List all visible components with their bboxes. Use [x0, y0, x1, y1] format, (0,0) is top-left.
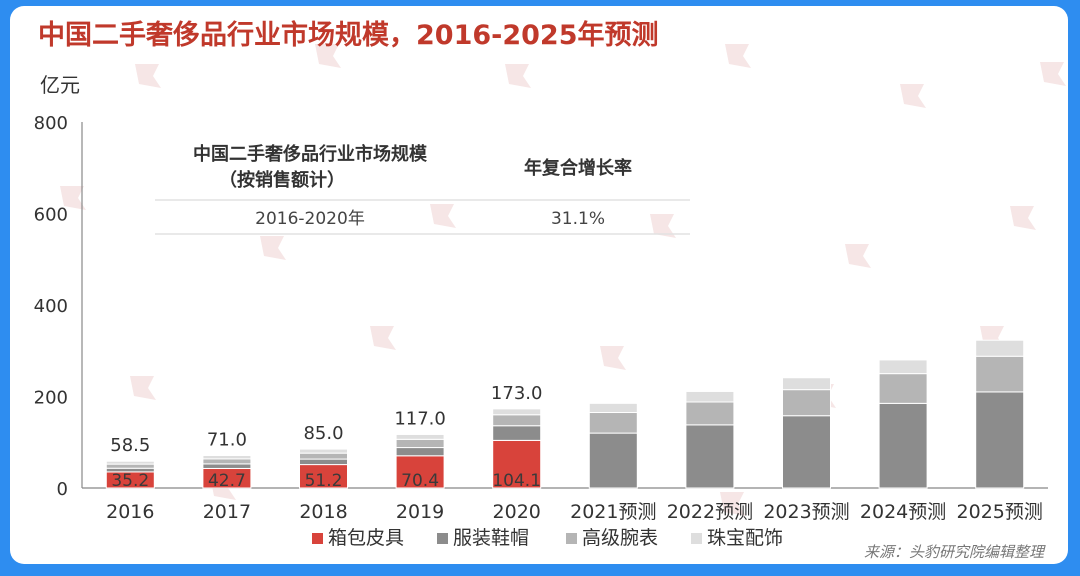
bar-segment-bag: [492, 439, 542, 489]
bar-segment-watch: [202, 458, 252, 465]
watermark-logo-icon: [1040, 62, 1066, 86]
legend-label-bag: 箱包皮具: [328, 527, 404, 549]
bar-value-label-bag: 35.2: [111, 471, 149, 491]
bar-segment-clothing: [588, 432, 638, 489]
x-tick-label: 2025预测: [957, 501, 1043, 523]
x-tick-label: 2018: [299, 501, 347, 523]
watermark-logo-icon: [130, 376, 156, 400]
table-cagr-value: 31.1%: [551, 209, 605, 229]
legend-label-jewelry: 珠宝配饰: [707, 527, 783, 549]
watermark-logo-icon: [505, 64, 531, 88]
watermark-logo-icon: [900, 84, 926, 108]
bar-segment-clothing: [395, 447, 445, 457]
legend: 箱包皮具 服装鞋帽 高级腕表 珠宝配饰: [312, 527, 783, 549]
bar-segment-clothing: [878, 402, 928, 489]
bar-segment-jewelry: [202, 455, 252, 460]
watermark-logo-icon: [315, 44, 341, 68]
watermark-logo-icon: [430, 204, 456, 228]
x-tick-label: 2022预测: [667, 501, 753, 523]
bar-segment-watch: [975, 355, 1025, 393]
bar-segment-jewelry: [395, 433, 445, 440]
bar-segment-clothing: [492, 425, 542, 441]
bar-segment-clothing: [202, 463, 252, 469]
legend-label-clothing: 服装鞋帽: [453, 527, 529, 549]
bar-total-label: 71.0: [207, 430, 247, 451]
bar-segment-clothing: [975, 391, 1025, 489]
x-tick-label: 2017: [203, 501, 251, 523]
watermark-logo-icon: [260, 236, 286, 260]
y-axis-unit-label: 亿元: [40, 73, 80, 97]
bar-segment-watch: [105, 463, 155, 469]
watermark-logo-icon: [135, 64, 161, 88]
legend-swatch-jewelry: [691, 533, 702, 544]
legend-swatch-clothing: [437, 533, 448, 544]
bar-segment-watch: [685, 401, 735, 426]
bar-value-label-bag: 70.4: [401, 471, 439, 491]
bar-segment-watch: [395, 438, 445, 449]
bar-total-label: 85.0: [303, 423, 343, 444]
watermark-logo-icon: [1010, 206, 1036, 230]
bar-segment-jewelry: [685, 390, 735, 403]
x-tick-label: 2020: [493, 501, 541, 523]
bar-value-label-bag: 104.1: [492, 471, 541, 491]
bar-segment-bag: [395, 455, 445, 489]
table-header-cagr: 年复合增长率: [524, 157, 632, 179]
bar-segment-jewelry: [588, 402, 638, 414]
table-period: 2016-2020年: [255, 209, 365, 229]
y-tick-label: 800: [34, 113, 68, 134]
table-header-by-sales: （按销售额计）: [219, 169, 345, 191]
y-tick-label: 0: [57, 479, 68, 500]
x-tick-label: 2019: [396, 501, 444, 523]
bar-segment-jewelry: [975, 339, 1025, 357]
chart-card: 中国二手奢侈品行业市场规模，2016-2025年预测 亿元 0 200 400 600…: [10, 6, 1068, 564]
x-tick-label: 2023预测: [763, 501, 849, 523]
watermark-logo-icon: [845, 244, 871, 268]
bar-total-label: 58.5: [110, 435, 150, 456]
legend-swatch-watch: [566, 533, 577, 544]
bar-segment-jewelry: [782, 377, 831, 391]
y-tick-label: 200: [34, 388, 68, 409]
bar-segment-jewelry: [105, 460, 155, 465]
y-tick-label: 600: [34, 205, 68, 226]
cagr-table: 中国二手奢侈品行业市场规模 （按销售额计） 年复合增长率 2016-2020年 …: [155, 143, 690, 235]
bar-segment-jewelry: [492, 408, 542, 416]
bar-segment-jewelry: [878, 359, 928, 375]
bar-segment-watch: [299, 452, 348, 460]
watermark-logo-icon: [600, 346, 626, 370]
watermark-logo-icon: [725, 44, 751, 68]
bar-segment-clothing: [782, 415, 831, 489]
bar-segment-watch: [492, 414, 542, 427]
market-size-chart: 中国二手奢侈品行业市场规模，2016-2025年预测 亿元 0 200 400 600…: [34, 19, 1066, 561]
chart-title: 中国二手奢侈品行业市场规模，2016-2025年预测: [38, 19, 659, 51]
bar-value-label-bag: 42.7: [208, 471, 246, 491]
bar-total-label: 117.0: [394, 408, 446, 429]
x-tick-label: 2024预测: [860, 501, 946, 523]
bar-segment-jewelry: [299, 448, 348, 454]
watermark-logo-icon: [60, 186, 86, 210]
y-tick-label: 400: [34, 296, 68, 317]
bar-segment-watch: [588, 412, 638, 434]
bar-total-label: 173.0: [491, 383, 543, 404]
bar-segment-clothing: [299, 458, 348, 466]
x-tick-label: 2021预测: [570, 501, 656, 523]
table-header-market-size: 中国二手奢侈品行业市场规模: [193, 143, 428, 165]
legend-swatch-bag: [312, 533, 323, 544]
bar-segment-watch: [878, 373, 928, 404]
bar-segment-watch: [782, 389, 831, 417]
source-note: 来源：头豹研究院编辑整理: [864, 543, 1046, 561]
legend-label-watch: 高级腕表: [582, 527, 658, 549]
bar-segment-clothing: [685, 424, 735, 489]
watermark-logo-icon: [370, 326, 396, 350]
watermark-logo-icon: [720, 492, 746, 516]
watermark-logo-icon: [650, 214, 676, 238]
x-tick-label: 2016: [106, 501, 154, 523]
bar-value-label-bag: 51.2: [305, 471, 343, 491]
